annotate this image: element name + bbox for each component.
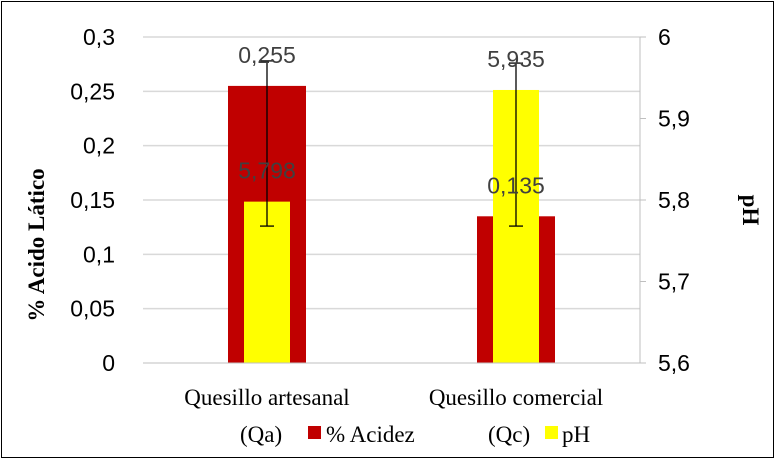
data-label: 0,135 xyxy=(487,172,545,198)
y2-tick-label: 5,8 xyxy=(658,187,690,213)
y2-tick-label: 5,7 xyxy=(658,269,690,295)
y-tick-label: 0,2 xyxy=(83,133,115,159)
legend-label-acidez: % Acidez xyxy=(326,422,415,447)
y-tick-label: 0,25 xyxy=(70,78,115,104)
legend-swatch-acidez xyxy=(308,426,321,439)
x-category-label: Quesillo artesanal xyxy=(184,385,349,410)
x-category-suffix: (Qc) xyxy=(488,422,530,447)
y-tick-label: 0 xyxy=(102,350,115,376)
y-tick-label: 0,15 xyxy=(70,187,115,213)
y2-tick-label: 5,9 xyxy=(658,106,690,132)
y2-tick-label: 6 xyxy=(658,24,671,50)
y-axis-title: % Acido Lático xyxy=(24,168,49,321)
x-category-label: Quesillo comercial xyxy=(429,385,603,410)
legend-swatch-ph xyxy=(545,426,558,439)
legend-label-ph: pH xyxy=(562,422,590,447)
data-label: 0,255 xyxy=(238,42,296,68)
x-category-suffix: (Qa) xyxy=(240,422,282,447)
y2-tick-label: 5,6 xyxy=(658,350,690,376)
y2-axis-title: pH xyxy=(738,195,763,226)
data-label: 5,935 xyxy=(487,46,545,72)
bar-ph xyxy=(244,201,290,363)
y-tick-label: 0,3 xyxy=(83,24,115,50)
data-label: 5,798 xyxy=(238,158,296,184)
y-tick-label: 0,1 xyxy=(83,241,115,267)
y-tick-label: 0,05 xyxy=(70,296,115,322)
